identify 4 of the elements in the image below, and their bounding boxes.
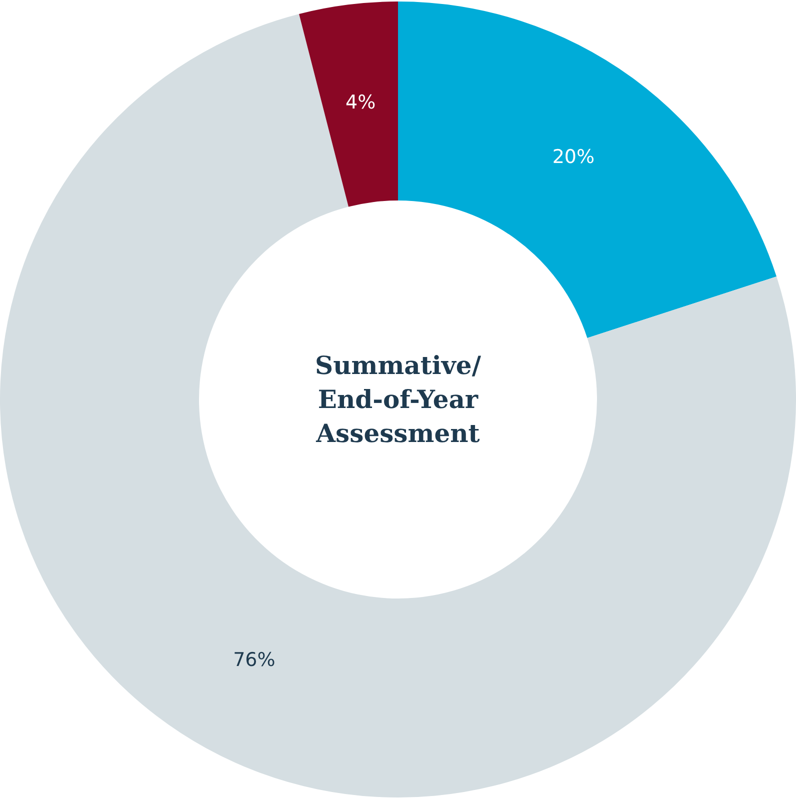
text: Summative/ End-of-Year Assessment xyxy=(314,350,482,450)
data-label: 76% xyxy=(233,649,276,672)
data-label: 20% xyxy=(552,146,595,168)
data-label: 4% xyxy=(346,91,376,114)
